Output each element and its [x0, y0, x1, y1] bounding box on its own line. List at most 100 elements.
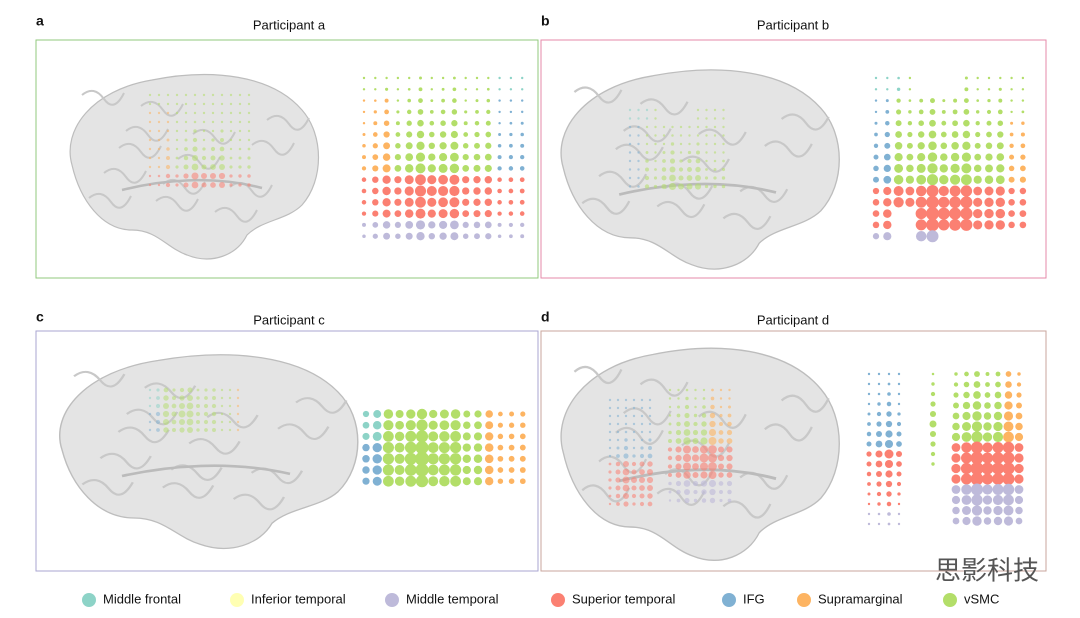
- electrode: [647, 485, 653, 491]
- electrode: [163, 387, 169, 393]
- electrode: [929, 430, 937, 438]
- electrode: [508, 199, 514, 205]
- electrode: [1014, 485, 1024, 494]
- electrode: [897, 402, 901, 406]
- electrode: [721, 184, 726, 189]
- electrode: [394, 154, 401, 161]
- electrode: [441, 87, 445, 91]
- electrode: [632, 438, 636, 442]
- electrode: [951, 453, 961, 463]
- electrode: [637, 185, 640, 188]
- electrode: [952, 109, 958, 115]
- electrode: [440, 120, 446, 126]
- electrode: [362, 410, 370, 418]
- legend-label: IFG: [743, 591, 765, 606]
- electrode: [238, 102, 242, 106]
- electrode: [429, 110, 434, 114]
- electrode: [474, 421, 482, 430]
- electrode: [191, 163, 199, 171]
- electrode: [519, 177, 525, 183]
- electrode: [166, 129, 170, 133]
- electrode: [950, 152, 960, 162]
- sulcus: [656, 487, 706, 506]
- electrode: [930, 451, 936, 457]
- electrode: [883, 198, 892, 207]
- electrode: [404, 164, 414, 173]
- electrode: [996, 164, 1005, 173]
- electrode: [701, 421, 707, 427]
- electrode: [885, 480, 893, 488]
- electrode: [973, 220, 983, 230]
- electrode: [670, 142, 675, 146]
- electrode: [719, 490, 723, 494]
- electrode: [692, 438, 699, 444]
- panel-title: Participant d: [757, 312, 829, 327]
- electrode: [220, 120, 224, 124]
- electrode: [439, 409, 449, 419]
- electrode: [1020, 154, 1026, 160]
- electrode: [995, 186, 1005, 196]
- electrode: [886, 491, 892, 497]
- electrode: [186, 410, 194, 418]
- electrode: [727, 413, 732, 418]
- electrode: [867, 412, 871, 416]
- electrode: [692, 472, 699, 478]
- electrode: [202, 129, 206, 133]
- electrode: [218, 172, 226, 180]
- electrode: [668, 414, 672, 417]
- electrode: [694, 183, 702, 190]
- electrode: [427, 464, 439, 476]
- electrode: [896, 431, 902, 437]
- electrode: [497, 422, 503, 428]
- electrode: [692, 480, 699, 487]
- sulcus: [277, 423, 330, 441]
- electrode: [897, 492, 901, 496]
- electrode: [675, 463, 682, 470]
- electrode: [187, 387, 193, 393]
- electrode: [722, 151, 725, 154]
- electrode: [867, 382, 871, 386]
- electrode: [450, 420, 461, 431]
- electrode: [362, 455, 370, 463]
- electrode: [616, 430, 620, 434]
- electrode: [667, 455, 673, 461]
- electrode: [519, 467, 526, 473]
- electrode: [894, 163, 904, 173]
- electrode: [647, 501, 653, 507]
- electrode: [508, 166, 514, 171]
- electrode: [637, 159, 640, 163]
- electrode: [951, 485, 961, 494]
- electrode: [155, 419, 161, 425]
- electrode: [872, 187, 880, 195]
- electrode: [631, 469, 637, 475]
- electrode: [937, 207, 950, 220]
- electrode: [238, 111, 242, 115]
- electrode: [683, 429, 691, 436]
- sulcus: [622, 125, 672, 143]
- electrode: [705, 108, 708, 112]
- electrode: [201, 155, 207, 161]
- electrode: [704, 184, 709, 189]
- electrode: [683, 480, 691, 487]
- electrode: [474, 142, 480, 149]
- electrode: [202, 138, 206, 142]
- electrode: [372, 176, 379, 183]
- electrode: [1021, 88, 1025, 91]
- electrode: [1002, 441, 1015, 454]
- electrode: [382, 186, 391, 196]
- electrode: [939, 164, 948, 173]
- electrode: [949, 207, 962, 220]
- electrode: [992, 494, 1004, 506]
- electrode: [415, 463, 429, 477]
- electrode: [632, 406, 636, 410]
- electrode: [484, 465, 494, 475]
- electrode: [486, 87, 490, 91]
- electrode: [372, 476, 382, 486]
- electrode: [1005, 371, 1012, 377]
- electrode: [464, 88, 467, 91]
- electrode: [622, 484, 630, 492]
- electrode: [713, 159, 717, 163]
- electrode: [427, 453, 439, 465]
- panel-letter: b: [541, 13, 550, 29]
- electrode: [622, 468, 630, 476]
